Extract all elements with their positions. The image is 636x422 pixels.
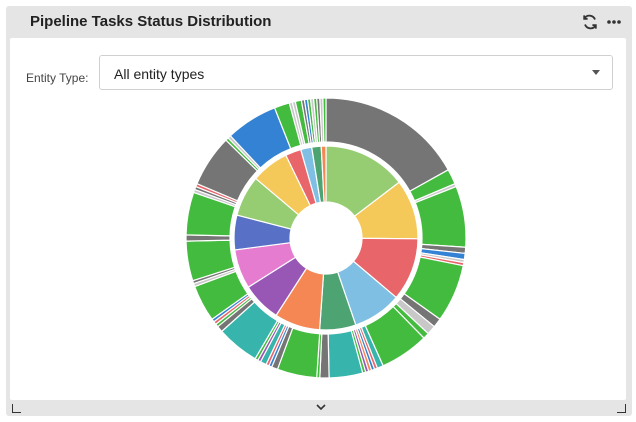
chevron-down-icon[interactable] (314, 400, 328, 414)
header-actions (580, 12, 624, 32)
entity-type-label: Entity Type: (26, 71, 89, 85)
resize-corner-left-icon[interactable] (12, 404, 21, 413)
entity-type-select[interactable]: All entity types (99, 55, 613, 90)
resize-corner-right-icon[interactable] (617, 404, 626, 413)
widget-footer (6, 400, 632, 416)
widget-title: Pipeline Tasks Status Distribution (30, 13, 272, 30)
more-options-icon[interactable] (604, 12, 624, 32)
sunburst-chart (185, 97, 467, 379)
inner-ring-segment[interactable] (320, 145, 327, 203)
outer-ring-segment[interactable] (322, 97, 327, 143)
widget-panel: Pipeline Tasks Status Distribution Ent (6, 6, 632, 416)
entity-type-selected-value: All entity types (114, 66, 205, 82)
widget-header: Pipeline Tasks Status Distribution (6, 6, 632, 38)
caret-down-icon (592, 70, 600, 75)
widget-body: Entity Type: All entity types (10, 38, 626, 400)
refresh-icon[interactable] (580, 12, 600, 32)
